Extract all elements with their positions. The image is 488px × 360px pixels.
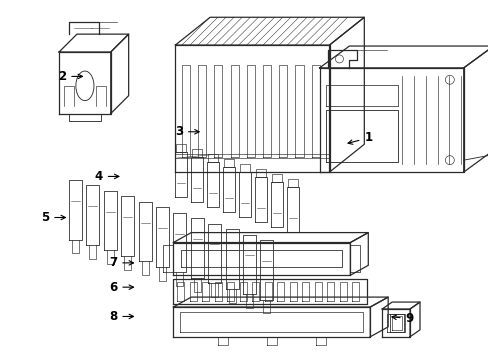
Text: 5: 5 xyxy=(41,211,65,224)
Text: 2: 2 xyxy=(58,70,82,83)
Text: 9: 9 xyxy=(391,312,413,325)
Text: 8: 8 xyxy=(109,310,133,323)
Text: 7: 7 xyxy=(109,256,133,269)
Text: 3: 3 xyxy=(174,125,199,138)
Text: 6: 6 xyxy=(109,281,133,294)
Text: 1: 1 xyxy=(347,131,372,144)
Text: 4: 4 xyxy=(94,170,119,183)
